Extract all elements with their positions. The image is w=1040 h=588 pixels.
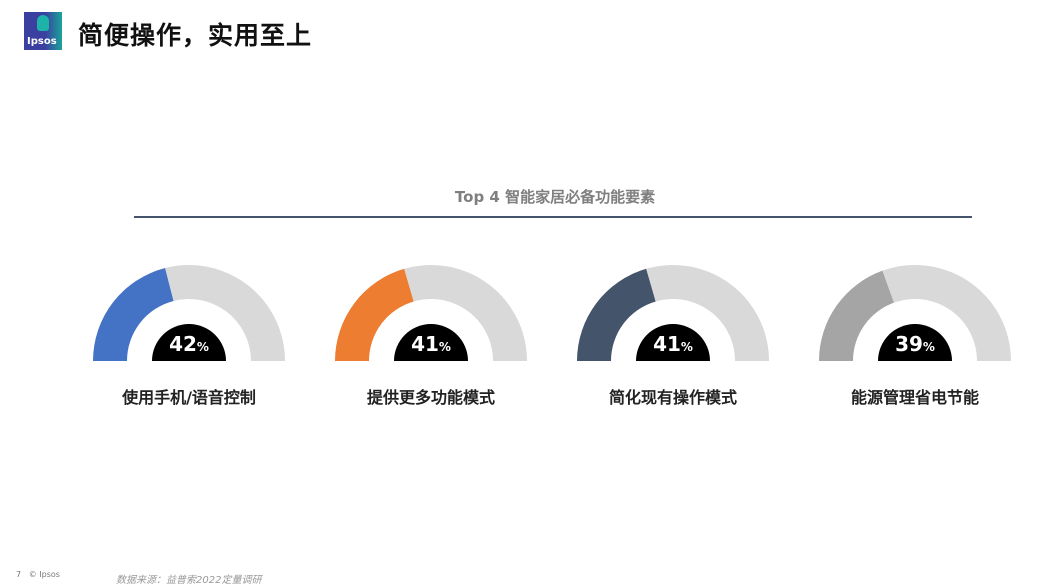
gauge-center-4 bbox=[878, 324, 952, 361]
ipsos-logo: Ipsos bbox=[24, 12, 62, 50]
gauge-track-4 bbox=[882, 265, 1011, 361]
gauge-value-label: 42% bbox=[169, 332, 209, 356]
logo-text: Ipsos bbox=[27, 36, 57, 47]
gauge-track-1 bbox=[165, 265, 285, 361]
gauge-category-label: 提供更多功能模式 bbox=[366, 388, 495, 407]
gauge-center-2 bbox=[394, 324, 468, 361]
gauge-fill-4 bbox=[819, 270, 894, 361]
gauge-fill-2 bbox=[335, 268, 414, 361]
gauge-fill-3 bbox=[577, 268, 656, 361]
footer-source: 数据来源：益普索2022定量调研 bbox=[116, 575, 262, 586]
gauge-track-3 bbox=[646, 264, 769, 361]
gauge-track-2 bbox=[404, 264, 527, 361]
gauge-category-label: 使用手机/语音控制 bbox=[122, 388, 256, 407]
footer-page: 7 © Ipsos bbox=[16, 570, 60, 579]
gauge-center-3 bbox=[636, 324, 710, 361]
gauge-fill-1 bbox=[93, 268, 174, 361]
chart-title: Top 4 智能家居必备功能要素 bbox=[454, 188, 656, 206]
gauge-value-label: 39% bbox=[895, 332, 935, 356]
gauge-value-label: 41% bbox=[653, 332, 693, 356]
gauge-category-label: 简化现有操作模式 bbox=[608, 388, 737, 407]
gauge-value-label: 41% bbox=[411, 332, 451, 356]
page-title: 简便操作，实用至上 bbox=[78, 21, 313, 50]
title-divider bbox=[134, 216, 972, 218]
gauge-center-1 bbox=[152, 324, 226, 361]
gauge-category-label: 能源管理省电节能 bbox=[850, 388, 979, 407]
logo-head-icon bbox=[37, 15, 49, 31]
